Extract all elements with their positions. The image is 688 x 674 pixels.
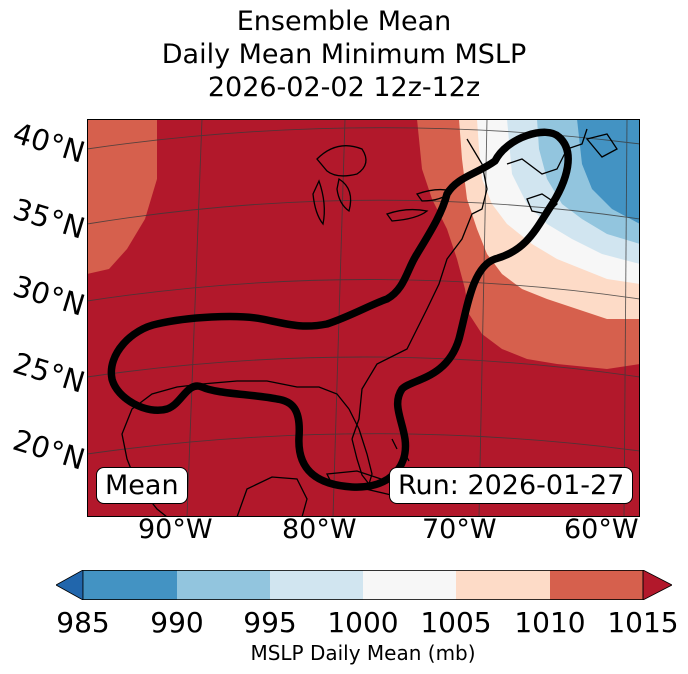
map-panel <box>87 119 640 517</box>
lat-label-30: 30°N <box>9 268 89 323</box>
colorbar-label: MSLP Daily Mean (mb) <box>250 641 476 665</box>
outline-contour <box>107 128 572 491</box>
colorbar-segment-1005-1010 <box>456 570 550 600</box>
colorbar-tick-1005: 1005 <box>420 606 492 639</box>
colorbar-tick-1000: 1000 <box>327 606 399 639</box>
lat-label-40: 40°N <box>9 115 89 170</box>
colorbar-tick-985: 985 <box>56 606 110 639</box>
colorbar-tick-990: 990 <box>150 606 204 639</box>
colorbar <box>56 570 672 600</box>
lat-label-35: 35°N <box>9 191 89 246</box>
lat-label-25: 25°N <box>9 345 89 400</box>
colorbar-extend-high <box>642 570 672 600</box>
title-line-1: Ensemble Mean <box>236 6 452 37</box>
coastlines <box>121 128 618 517</box>
colorbar-tick-1010: 1010 <box>514 606 586 639</box>
lon-label-60w: 60°W <box>564 514 639 545</box>
colorbar-extend-low <box>56 570 84 600</box>
lon-label-90w: 90°W <box>138 514 213 545</box>
lon-label-70w: 70°W <box>422 514 497 545</box>
colorbar-segment-990-995 <box>177 570 270 600</box>
colorbar-segment-995-1000 <box>270 570 363 600</box>
colorbar-segment-1000-1005 <box>363 570 456 600</box>
run-label-box: Run: 2026-01-27 <box>389 467 634 504</box>
colorbar-segment-985-990 <box>83 570 177 600</box>
mean-label-box: Mean <box>96 467 188 504</box>
colorbar-segment-1010-1015 <box>550 570 643 600</box>
title-line-3: 2026-02-02 12z-12z <box>207 72 481 103</box>
field-1010-west <box>87 119 157 274</box>
title-line-2: Daily Mean Minimum MSLP <box>161 39 527 70</box>
lat-label-20: 20°N <box>9 422 89 477</box>
lon-label-80w: 80°W <box>282 514 357 545</box>
map-frame <box>87 119 640 517</box>
colorbar-frame <box>82 570 644 600</box>
colorbar-tick-1015: 1015 <box>607 606 679 639</box>
colorbar-tick-995: 995 <box>243 606 297 639</box>
